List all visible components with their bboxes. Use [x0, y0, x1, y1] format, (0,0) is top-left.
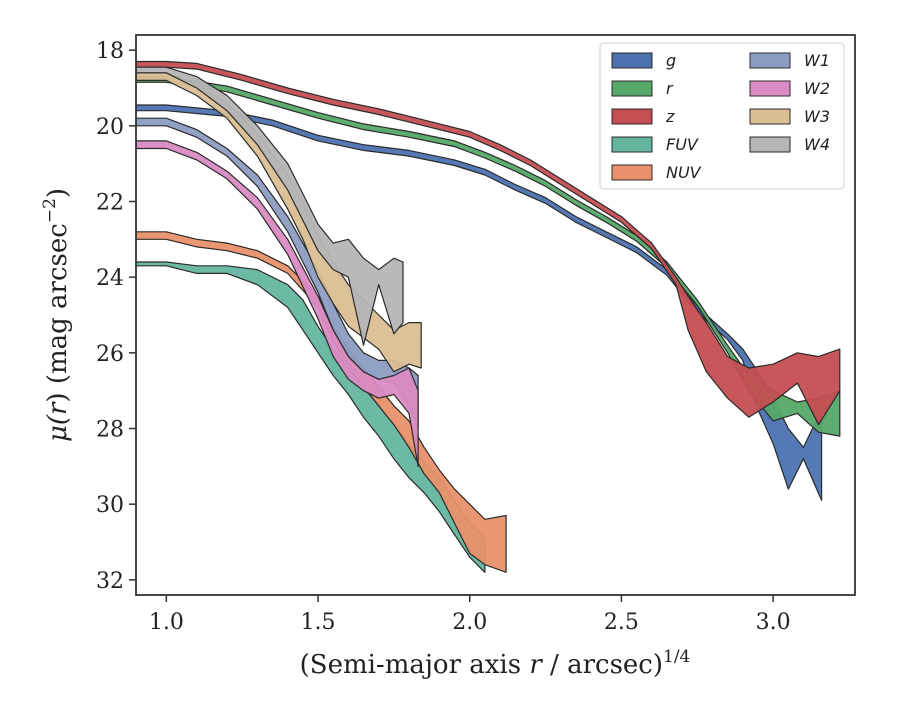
- x-tick-label: 1.5: [301, 610, 336, 635]
- series-band-w4: [136, 66, 404, 346]
- series-band-g: [136, 104, 823, 501]
- axis-layer: 1.0 1.5 2.0 2.5 3.0 18 20 22 24 26 28 30 32: [96, 39, 791, 635]
- legend-swatch-g: [611, 52, 653, 69]
- x-tick-label: 2.5: [604, 610, 639, 635]
- series-band-w2: [136, 140, 419, 467]
- series-band-z: [136, 60, 841, 426]
- y-axis-label: μ(r) (mag arcsec−2): [40, 188, 73, 442]
- y-tick-label: 22: [96, 190, 124, 215]
- legend: grz FUV NUV W1 W2 W3 W4: [599, 42, 845, 190]
- y-tick-label: 18: [96, 39, 124, 64]
- legend-label-w2: W2: [804, 79, 830, 98]
- y-tick-label: 32: [96, 569, 124, 594]
- x-axis-label: (Semi-major axis r / arcsec)1/4: [300, 647, 691, 680]
- legend-label-r: r: [666, 79, 674, 98]
- legend-label-w4: W4: [804, 135, 830, 154]
- series-band-fuv: [136, 261, 486, 573]
- legend-label-w1: W1: [804, 51, 830, 70]
- legend-label-g: g: [666, 51, 676, 70]
- legend-label-fuv: FUV: [666, 135, 699, 154]
- y-tick-label: 30: [96, 493, 124, 518]
- x-tick-label: 3.0: [756, 610, 791, 635]
- legend-swatch-z: [611, 108, 653, 125]
- y-tick-label: 20: [96, 115, 124, 140]
- legend-label-w3: W3: [804, 107, 830, 126]
- legend-swatch-w3: [749, 108, 791, 125]
- legend-swatch-fuv: [611, 136, 653, 153]
- legend-swatch-w1: [749, 52, 791, 69]
- y-tick-label: 24: [96, 266, 124, 291]
- x-tick-label: 2.0: [452, 610, 487, 635]
- series-layer: [136, 60, 841, 573]
- legend-label-z: z: [665, 107, 675, 126]
- plot-frame: [135, 34, 856, 596]
- y-tick-label: 28: [96, 418, 124, 443]
- legend-swatch-nuv: [611, 164, 653, 181]
- legend-swatch-w4: [749, 136, 791, 153]
- y-tick-label: 26: [96, 342, 124, 367]
- x-tick-label: 1.0: [149, 610, 184, 635]
- legend-swatch-w2: [749, 80, 791, 97]
- legend-swatch-r: [611, 80, 653, 97]
- legend-label-nuv: NUV: [666, 163, 702, 182]
